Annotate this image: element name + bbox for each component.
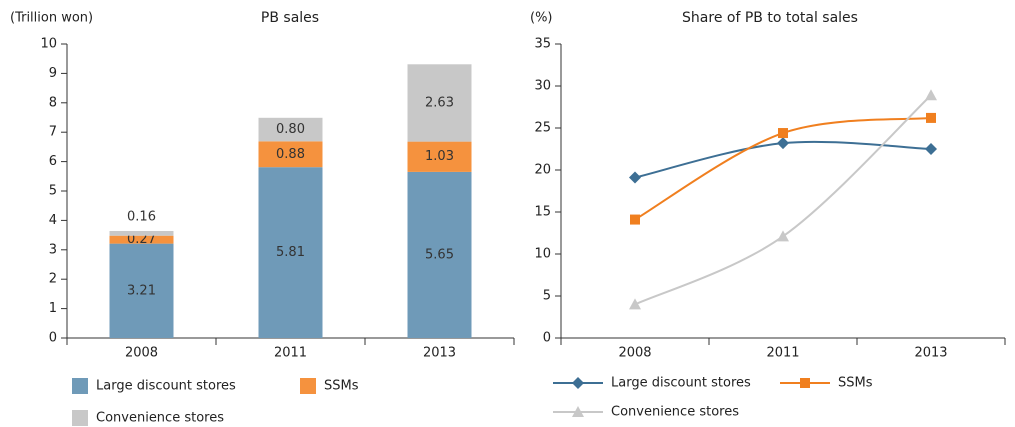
legend-label: SSMs [838, 376, 873, 391]
y-tick-label: 0 [49, 331, 57, 346]
chart-title: Share of PB to total sales [682, 10, 858, 26]
line [634, 94, 932, 306]
legend-swatch [300, 378, 316, 394]
y-tick-label: 9 [49, 66, 57, 81]
legend-label: Large discount stores [611, 376, 751, 391]
y-tick-label: 10 [534, 247, 551, 262]
y-tick-label: 5 [49, 184, 57, 199]
y-axis-label: (Trillion won) [10, 11, 93, 26]
value-label: 0.16 [127, 209, 156, 224]
x-tick-label: 2008 [618, 346, 651, 361]
value-label: 2.63 [425, 95, 454, 110]
y-tick-label: 30 [534, 79, 551, 94]
legend-label: SSMs [324, 379, 359, 394]
y-tick-label: 25 [534, 121, 551, 136]
bar-segment [258, 167, 323, 338]
value-label: 0.80 [276, 122, 305, 137]
marker [777, 230, 789, 242]
y-tick-label: 0 [543, 331, 551, 346]
bar-segment [109, 243, 174, 338]
bar-segment [407, 141, 472, 172]
marker [630, 214, 640, 225]
x-tick-label: 2013 [914, 346, 947, 361]
marker [572, 377, 584, 389]
bar-segment [258, 117, 323, 142]
x-tick-label: 2013 [423, 346, 456, 361]
legend-label: Convenience stores [96, 411, 224, 426]
value-label: 5.65 [425, 247, 454, 262]
bar-segment [109, 230, 174, 236]
y-tick-label: 5 [543, 289, 551, 304]
y-tick-label: 8 [49, 95, 57, 110]
y-tick-label: 10 [40, 37, 57, 52]
y-tick-label: 3 [49, 242, 57, 257]
value-label: 0.27 [127, 232, 156, 247]
x-tick-label: 2011 [766, 346, 799, 361]
marker [777, 137, 789, 150]
legend-swatch [72, 410, 88, 426]
legend-swatch [72, 378, 88, 394]
x-tick-label: 2008 [125, 346, 158, 361]
marker [629, 298, 641, 310]
marker [629, 171, 641, 184]
y-tick-label: 1 [49, 301, 57, 316]
marker [925, 89, 937, 101]
bar-segment [407, 171, 472, 338]
y-tick-label: 15 [534, 205, 551, 220]
legend-label: Large discount stores [96, 379, 236, 394]
y-tick-label: 7 [49, 125, 57, 140]
x-tick-label: 2011 [274, 346, 307, 361]
marker [572, 406, 584, 417]
legend-label: Convenience stores [611, 405, 739, 420]
y-tick-label: 35 [534, 37, 551, 52]
marker [925, 143, 937, 155]
value-label: 1.03 [425, 149, 454, 164]
y-tick-label: 6 [49, 154, 57, 169]
chart-title: PB sales [261, 10, 319, 26]
y-tick-label: 20 [534, 163, 551, 178]
value-label: 3.21 [127, 283, 156, 298]
value-label: 0.88 [276, 147, 305, 162]
marker [778, 128, 788, 139]
value-label: 5.81 [276, 245, 305, 260]
bar-segment [109, 235, 174, 244]
y-tick-label: 4 [49, 213, 57, 228]
bar-segment [258, 141, 323, 168]
bar-segment [407, 64, 472, 142]
marker [800, 378, 810, 388]
y-tick-label: 2 [49, 272, 57, 287]
marker [926, 112, 936, 123]
y-axis-label: (%) [530, 11, 553, 26]
